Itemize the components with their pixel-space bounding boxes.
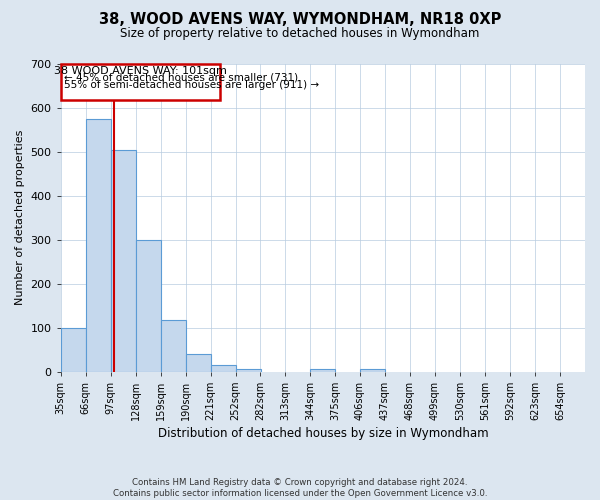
Bar: [186, 354, 211, 372]
Bar: [161, 320, 186, 372]
X-axis label: Distribution of detached houses by size in Wymondham: Distribution of detached houses by size …: [158, 427, 488, 440]
Bar: [360, 370, 385, 372]
Text: 38 WOOD AVENS WAY: 101sqm: 38 WOOD AVENS WAY: 101sqm: [54, 66, 227, 76]
FancyBboxPatch shape: [61, 64, 220, 100]
Y-axis label: Number of detached properties: Number of detached properties: [15, 130, 25, 306]
Bar: [86, 119, 111, 372]
Bar: [236, 370, 261, 372]
Bar: [310, 370, 335, 372]
Bar: [111, 150, 136, 372]
Text: Size of property relative to detached houses in Wymondham: Size of property relative to detached ho…: [121, 28, 479, 40]
Bar: [136, 240, 161, 372]
Bar: [61, 328, 86, 372]
Text: 38, WOOD AVENS WAY, WYMONDHAM, NR18 0XP: 38, WOOD AVENS WAY, WYMONDHAM, NR18 0XP: [99, 12, 501, 28]
Text: 55% of semi-detached houses are larger (911) →: 55% of semi-detached houses are larger (…: [64, 80, 319, 90]
Bar: [211, 366, 236, 372]
Text: Contains HM Land Registry data © Crown copyright and database right 2024.
Contai: Contains HM Land Registry data © Crown c…: [113, 478, 487, 498]
Text: ← 45% of detached houses are smaller (731): ← 45% of detached houses are smaller (73…: [64, 73, 298, 83]
